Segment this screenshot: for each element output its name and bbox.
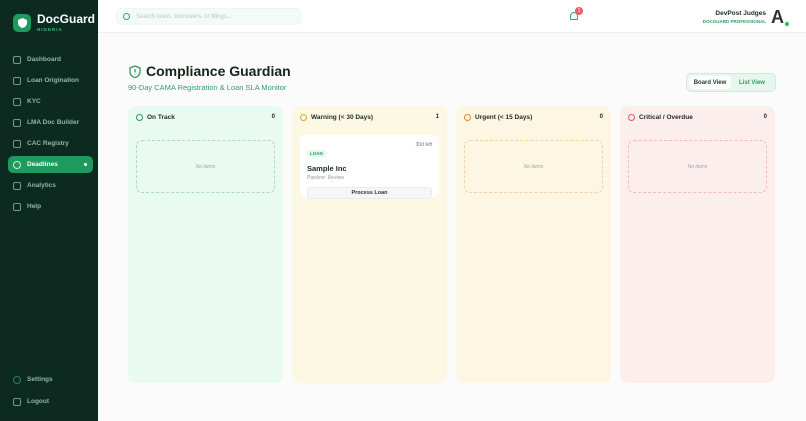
shield-check-icon	[13, 139, 21, 148]
gear-icon	[13, 375, 21, 384]
column-count: 1	[435, 114, 439, 120]
column-title: Warning (< 30 Days)	[311, 113, 374, 121]
alert-circle-icon	[13, 160, 21, 169]
brand-subtitle: NIGERIA	[37, 27, 63, 32]
user-check-icon	[13, 97, 21, 106]
settings-label: Settings	[27, 376, 53, 383]
sidebar-item-label: Analytics	[27, 182, 56, 189]
sidebar-item-deadlines[interactable]: Deadlines	[8, 156, 93, 173]
empty-state: No items	[136, 140, 275, 193]
deadline-card[interactable]: LOAN 30d left Sample Inc Pipeline: Review Pr…	[300, 135, 439, 199]
column-header: Urgent (< 15 Days) 0	[464, 112, 603, 122]
search-placeholder: Search loans, borrowers, or filings...	[136, 13, 232, 20]
grid-icon	[13, 55, 21, 64]
bell-icon[interactable]	[570, 12, 578, 20]
sidebar-item-dashboard[interactable]: Dashboard	[8, 51, 93, 68]
shield-logo-icon	[13, 14, 31, 32]
briefcase-icon	[13, 76, 21, 85]
status-icon	[136, 113, 143, 121]
sidebar-item-lma-doc-builder[interactable]: LMA Doc Builder	[8, 114, 93, 131]
column-count: 0	[271, 114, 275, 120]
status-icon	[464, 113, 471, 121]
page-subtitle: 90-Day CAMA Registration & Loan SLA Moni…	[128, 83, 287, 92]
column-title: Urgent (< 15 Days)	[475, 113, 533, 121]
sidebar-logout[interactable]: Logout	[8, 393, 93, 410]
sidebar-item-label: Dashboard	[27, 56, 61, 63]
column-on-track: On Track 0 No items	[128, 106, 283, 383]
view-toggle: Board View List View	[686, 73, 776, 92]
status-icon	[300, 113, 307, 121]
days-left: 30d left	[415, 142, 432, 148]
board-view-button[interactable]: Board View	[689, 76, 731, 89]
bar-chart-icon	[13, 181, 21, 190]
sidebar-item-label: Deadlines	[27, 161, 58, 168]
help-icon	[13, 202, 21, 211]
logout-label: Logout	[27, 398, 50, 405]
card-name: Sample Inc	[307, 164, 347, 173]
sidebar: DocGuard NIGERIA Dashboard Loan Originati…	[0, 0, 98, 421]
list-view-button[interactable]: List View	[739, 79, 765, 86]
sidebar-item-cac-registry[interactable]: CAC Registry	[8, 135, 93, 152]
column-title: On Track	[147, 113, 175, 121]
status-icon	[628, 113, 635, 121]
column-header: On Track 0	[136, 112, 275, 122]
avatar[interactable]: A	[771, 7, 784, 27]
active-dot	[84, 163, 87, 166]
pipeline-status: Pipeline: Review	[307, 175, 344, 181]
top-header: Search loans, borrowers, or filings...	[98, 0, 806, 33]
user-name: DevPost Judges	[715, 10, 766, 17]
brand-name: DocGuard	[37, 12, 96, 26]
sidebar-item-label: Help	[27, 203, 42, 210]
sidebar-item-kyc[interactable]: KYC	[8, 93, 93, 110]
document-icon	[13, 118, 21, 127]
empty-state: No items	[628, 140, 767, 193]
search-input[interactable]: Search loans, borrowers, or filings...	[116, 8, 302, 25]
user-role: DOCGUARD PROFESSIONAL	[702, 19, 766, 24]
column-title: Critical / Overdue	[639, 113, 693, 121]
logout-icon	[13, 397, 21, 406]
sidebar-item-label: CAC Registry	[27, 140, 69, 147]
notification-badge: 1	[575, 7, 583, 15]
sidebar-item-label: KYC	[27, 98, 41, 105]
type-tag: LOAN	[307, 150, 326, 157]
column-count: 0	[763, 114, 767, 120]
column-critical: Critical / Overdue 0 No items	[620, 106, 775, 383]
page-title: Compliance Guardian	[146, 63, 291, 79]
online-status-dot	[785, 22, 789, 26]
column-header: Critical / Overdue 0	[628, 112, 767, 122]
search-icon	[123, 13, 130, 20]
empty-state: No items	[464, 140, 603, 193]
shield-alert-icon	[129, 65, 141, 78]
sidebar-item-label: LMA Doc Builder	[27, 119, 80, 126]
column-warning: Warning (< 30 Days) 1 LOAN 30d left Sample I…	[292, 106, 447, 383]
column-header: Warning (< 30 Days) 1	[300, 112, 439, 122]
sidebar-settings[interactable]: Settings	[8, 371, 93, 388]
sidebar-item-loan-origination[interactable]: Loan Origination	[8, 72, 93, 89]
column-count: 0	[599, 114, 603, 120]
sidebar-item-help[interactable]: Help	[8, 198, 93, 215]
column-urgent: Urgent (< 15 Days) 0 No items	[456, 106, 611, 383]
sidebar-item-label: Loan Origination	[27, 77, 79, 84]
process-loan-button[interactable]: Process Loan	[307, 187, 432, 199]
sidebar-item-analytics[interactable]: Analytics	[8, 177, 93, 194]
